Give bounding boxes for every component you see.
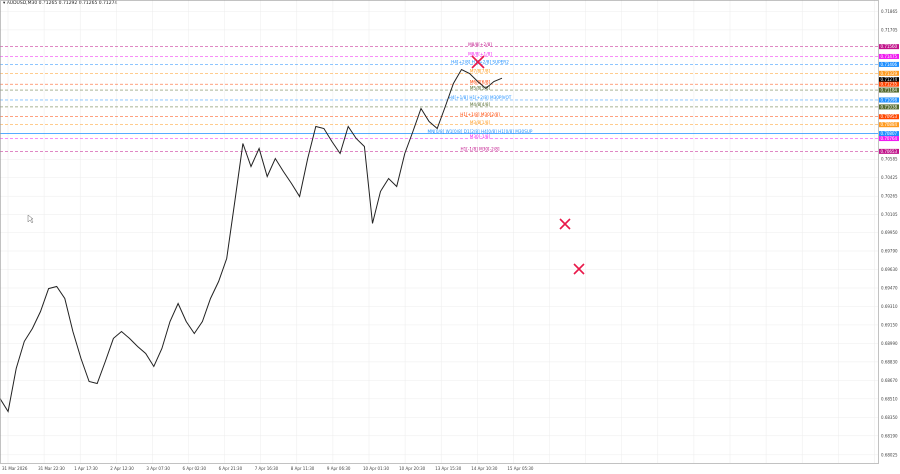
time-tick-label: 6 Apr 21:30: [219, 466, 243, 471]
price-tag-label: 0.71098: [881, 97, 898, 102]
price-tick-label: 0.70265: [881, 194, 898, 199]
chart-title: ▾ AUDUSD,M30 0.71265 0.71292 0.71265 0.7…: [3, 1, 117, 6]
level-label: M4/8[4/8]: [470, 102, 491, 107]
price-series: [0, 68, 503, 413]
level-lines: M8/8[+2/8] 0.71560 M8/8[+1/8] 0.71475 H4[+2/…: [0, 42, 899, 154]
price-tag: [879, 136, 899, 142]
price-tag: [879, 53, 899, 59]
symbol-label: AUDUSD,M30: [6, 1, 38, 6]
price-tag-label: 0.71235: [881, 82, 898, 87]
price-tick-label: 0.68990: [881, 341, 898, 346]
level-label: H4[+2/8] H1[+2/8] SUPER2: [451, 60, 509, 65]
price-tick-label: 0.70585: [881, 157, 898, 162]
price-tick-label: 0.68670: [881, 378, 898, 383]
ohlc-values: 0.71265 0.71292 0.71265 0.71274: [38, 1, 118, 6]
price-tag: [879, 148, 899, 154]
price-tick-label: 0.68025: [881, 452, 898, 457]
price-tag: [879, 70, 899, 76]
grid: [0, 0, 878, 463]
time-axis[interactable]: 31 Mar 2026 31 Mar 22:30 1 Apr 17:30 2 Apr …: [2, 466, 534, 471]
level-label: H1[+1/8] M30[2/8]: [460, 112, 500, 117]
price-tick-label: 0.69790: [881, 249, 898, 254]
level-label: H4[+1/8] H1[+2/8] M30PIVOT: [449, 95, 512, 100]
time-tick-label: 2 Apr 12:30: [110, 466, 134, 471]
price-tag-label: 0.70884: [881, 122, 898, 127]
time-tick-label: 8 Apr 11:30: [291, 466, 315, 471]
price-tag-label: 0.71038: [881, 104, 898, 109]
price-tag-label: 0.71274: [881, 77, 898, 82]
time-tick-label: 1 Apr 17:30: [74, 466, 98, 471]
level-label: M6/8[6/8]: [470, 79, 491, 84]
triangle-down-icon[interactable]: ▾: [3, 1, 6, 6]
price-tick-label: 0.70425: [881, 175, 898, 180]
price-tag: [879, 77, 899, 83]
mouse-cursor-icon: [27, 214, 34, 224]
time-tick-label: 10 Apr 20:30: [399, 466, 426, 471]
time-tick-label: 10 Apr 01:30: [363, 466, 390, 471]
level-label: M30[-1/8]: [470, 134, 491, 139]
price-tag-label: 0.71329: [881, 71, 898, 76]
time-tick-label: 14 Apr 10:30: [471, 466, 498, 471]
level-label: M3/8[1/8]: [470, 120, 491, 125]
time-tick-label: 7 Apr 16:30: [255, 466, 279, 471]
plot-border: [0, 0, 879, 464]
time-tick-label: 9 Apr 06:30: [327, 466, 351, 471]
cross-marker: [471, 55, 485, 69]
level-label: H1[-1/8] M30[-2/8]: [460, 147, 499, 152]
cross-marker: [573, 263, 585, 275]
price-tag-label: 0.71184: [881, 88, 898, 93]
time-tick-label: 3 Apr 07:30: [146, 466, 170, 471]
price-tick-label: 0.71865: [881, 9, 898, 14]
price-tick-label: 0.69150: [881, 322, 898, 327]
price-tag: [879, 122, 899, 128]
price-tag: [879, 104, 899, 110]
price-tag-label: 0.70807: [881, 131, 898, 136]
price-tick-label: 0.68350: [881, 415, 898, 420]
level-label: M8/8[+1/8]: [468, 52, 492, 57]
time-tick-label: 13 Apr 15:30: [435, 466, 462, 471]
price-tag: [879, 131, 899, 137]
price-tag-label: 0.70953: [881, 114, 898, 119]
price-axis[interactable]: 0.71865 0.71705 0.70585 0.70425 0.70265 0.701…: [881, 9, 898, 457]
price-tag-label: 0.71406: [881, 62, 898, 67]
time-tick-label: 31 Mar 2026: [2, 466, 28, 471]
price-tag: [879, 87, 899, 93]
price-tick-label: 0.68190: [881, 433, 898, 438]
price-tag-label: 0.70764: [881, 136, 898, 141]
price-tick-label: 0.71705: [881, 27, 898, 32]
price-tag: [879, 61, 899, 67]
time-tick-label: 31 Mar 22:30: [38, 466, 65, 471]
price-tag: [879, 81, 899, 87]
price-tag: [879, 114, 899, 120]
price-tag: [879, 97, 899, 103]
price-tag-label: 0.71560: [881, 44, 898, 49]
price-tick-label: 0.69950: [881, 230, 898, 235]
price-tag-label: 0.70653: [881, 149, 898, 154]
price-tick-label: 0.70105: [881, 212, 898, 217]
price-tick-label: 0.68830: [881, 359, 898, 364]
level-label: M5/8[5/8]: [470, 85, 491, 90]
level-label: MN[0/8] W1[0/8] D1[2/8] H4[0/8] H1[0/8] …: [428, 129, 533, 134]
price-tick-label: 0.69310: [881, 304, 898, 309]
price-tick-label: 0.69470: [881, 285, 898, 290]
time-tick-label: 6 Apr 02:30: [183, 466, 207, 471]
price-tag: [879, 44, 899, 50]
price-tag-label: 0.71475: [881, 54, 898, 59]
level-label: M8/8[+2/8]: [468, 42, 492, 47]
price-tick-label: 0.69630: [881, 267, 898, 272]
level-label: M7/8[7/8]: [470, 69, 491, 74]
price-tick-label: 0.68510: [881, 396, 898, 401]
time-tick-label: 15 Apr 05:30: [507, 466, 534, 471]
cross-markers: [471, 55, 585, 275]
cross-marker: [559, 218, 571, 230]
